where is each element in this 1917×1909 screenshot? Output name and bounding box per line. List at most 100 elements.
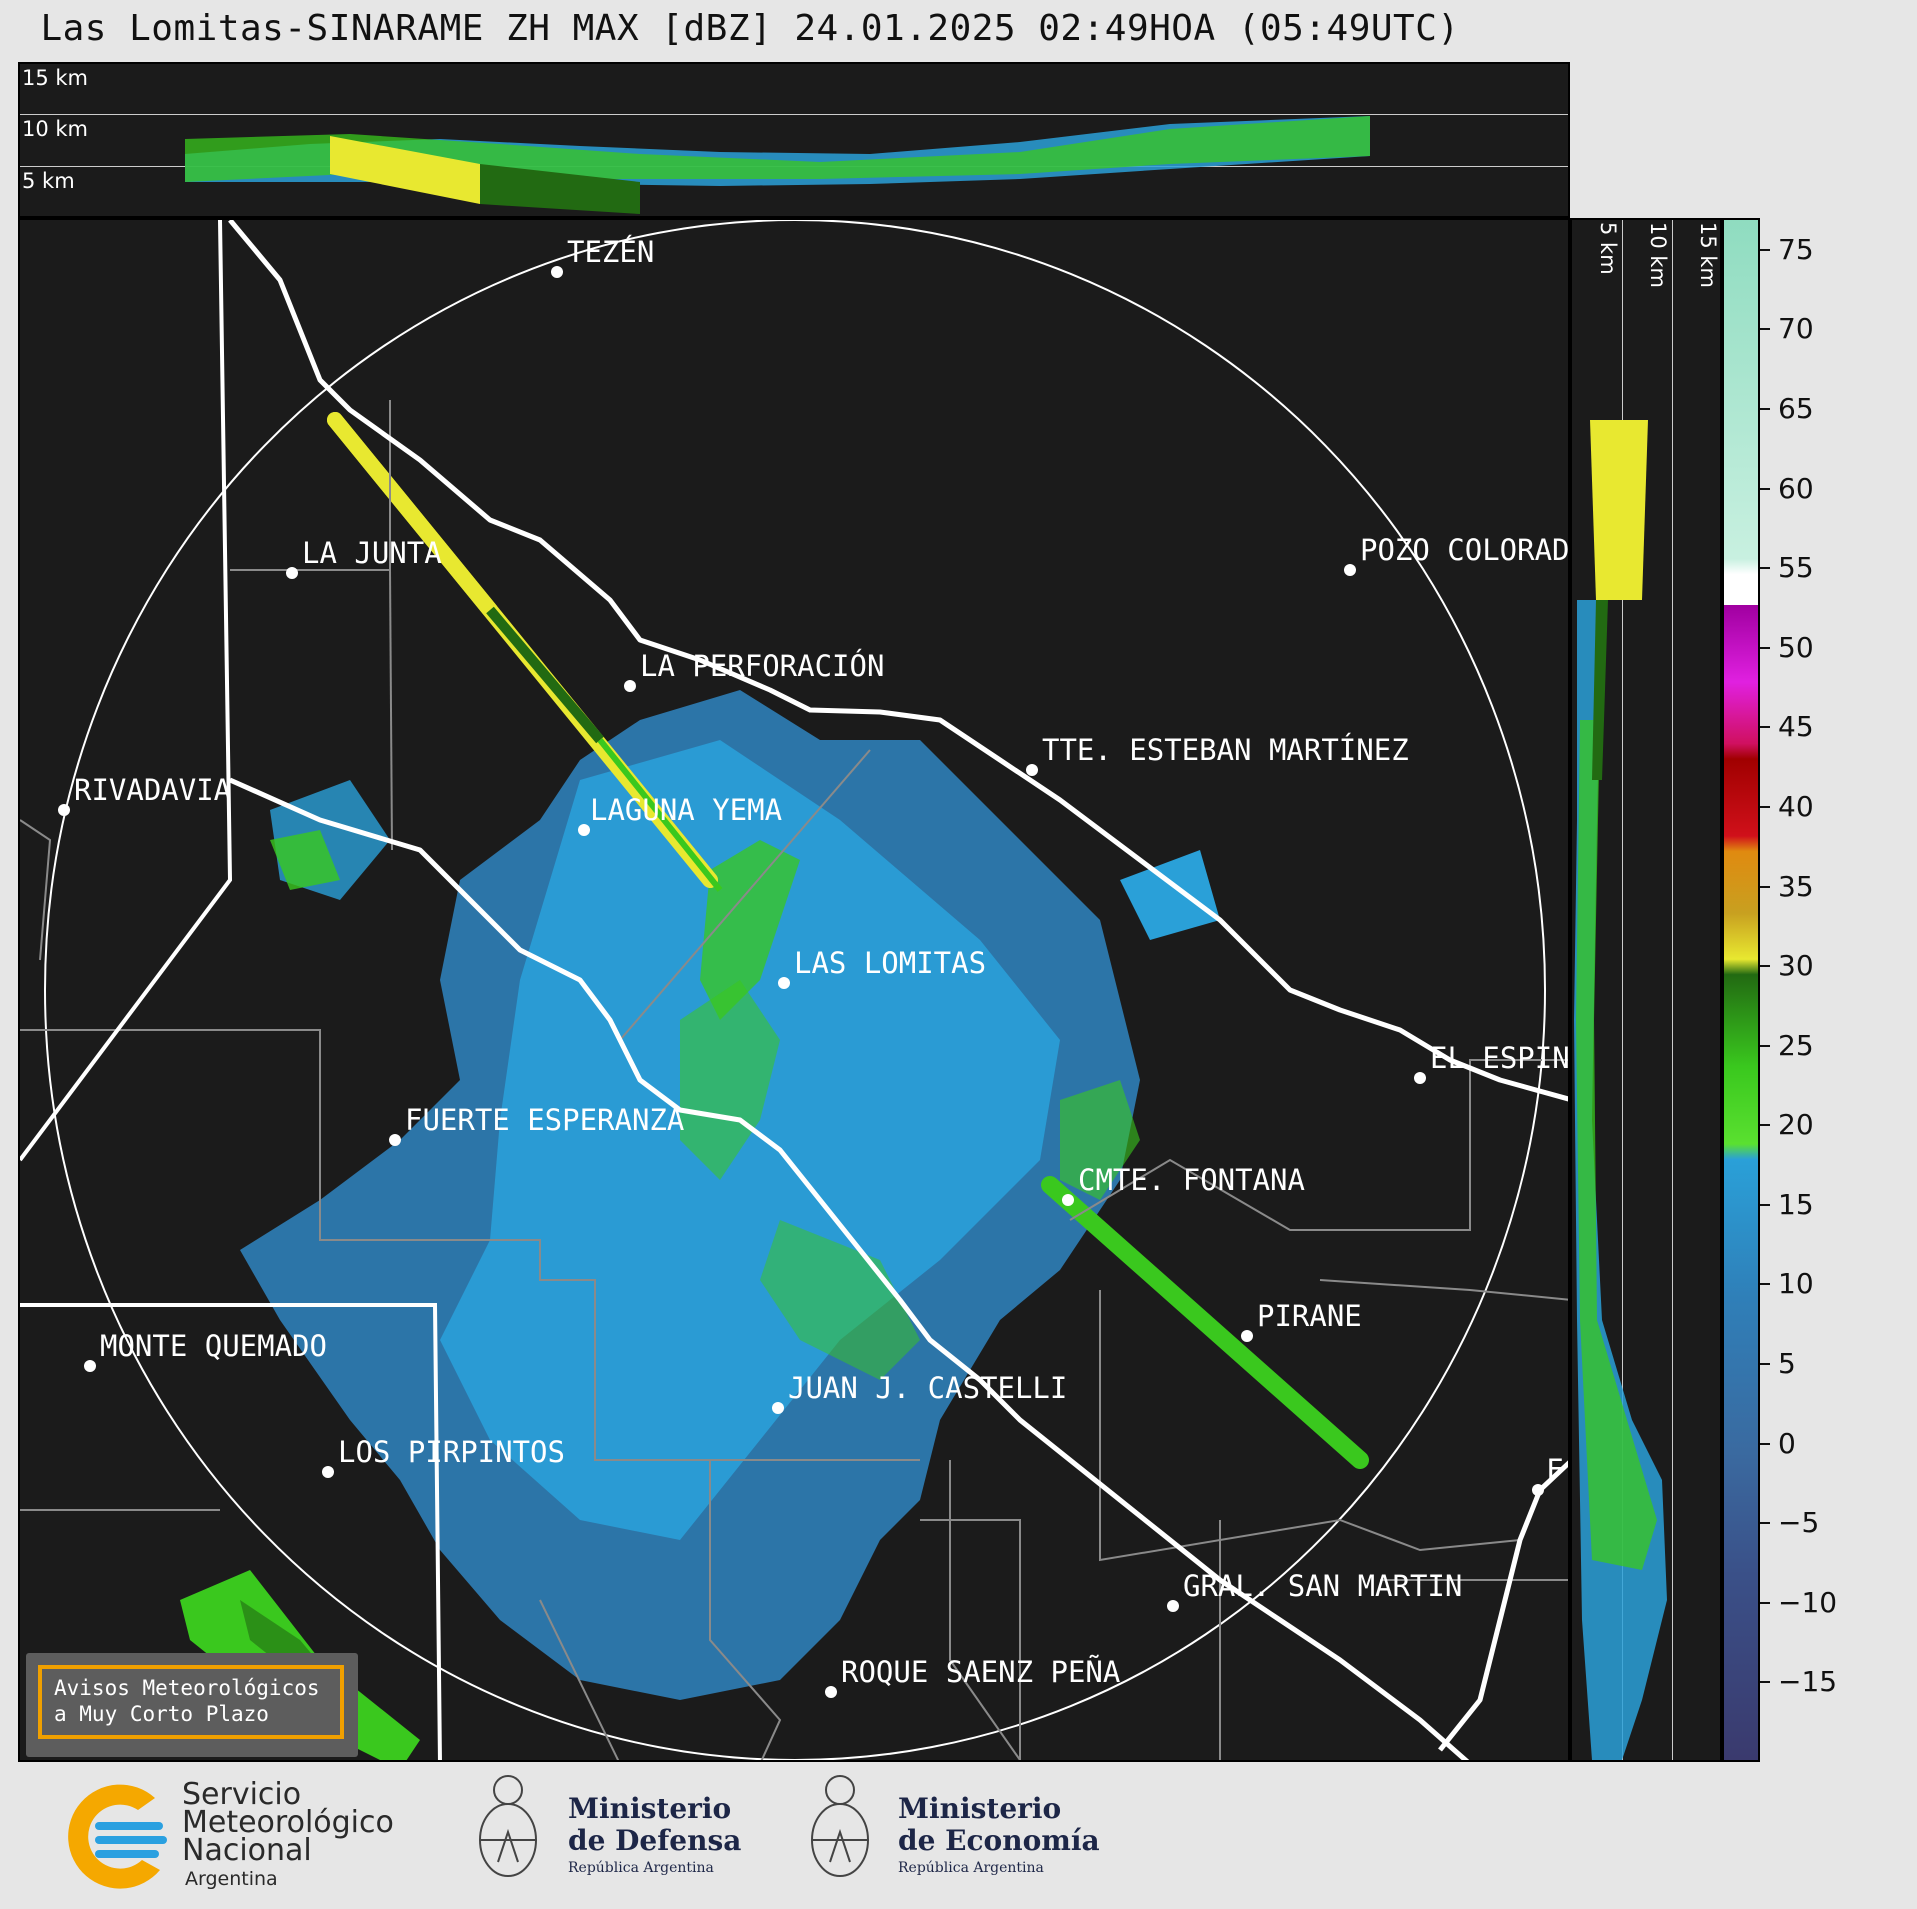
colorbar-tick-mark [1760,487,1770,490]
colorbar-tick-mark [1760,965,1770,968]
colorbar-tick-label: 45 [1778,710,1814,744]
colorbar-tick-mark [1760,646,1770,649]
coat-of-arms-icon [811,1775,869,1877]
river-bermejo [228,220,1568,1760]
map-canvas: TEZÉN LA JUNTA LA PERFORACIÓN POZO COLOR… [20,220,1570,1760]
smn-name-2: Meteorológico [182,1805,394,1840]
colorbar-tick-mark [1760,1124,1770,1127]
smn-name-1: Servicio [182,1777,302,1812]
colorbar-tick-mark [1760,1681,1770,1684]
province-boundaries [20,220,442,1760]
colorbar-tick-mark [1760,726,1770,729]
side-elevation-panel: 5 km 10 km 15 km [1570,218,1722,1762]
city-tezen: TEZÉN [567,235,654,269]
gridline-10km [1672,220,1673,1760]
smn-emblem-icon [68,1784,167,1889]
coat-of-arms-icon [479,1775,537,1877]
gridline-5km [1622,220,1623,1760]
top-elevation-panel: 15 km 10 km 5 km [18,62,1570,218]
gridline-10km [20,114,1568,115]
colorbar-tick-mark [1760,885,1770,888]
colorbar-tick-label: 40 [1778,789,1814,823]
side-echo-profile [1574,420,1667,1760]
colorbar-tick-mark [1760,248,1770,251]
city-las-lomitas: LAS LOMITAS [794,946,986,980]
city-la-junta: LA JUNTA [302,536,442,570]
colorbar-tick-label: 25 [1778,1028,1814,1062]
colorbar-tick-label: −15 [1778,1665,1838,1699]
level-label: 10 km [1646,222,1670,289]
economia-logo: Ministerio de Economía República Argenti… [800,1762,1100,1902]
reflectivity-echo [180,690,1220,1760]
colorbar-tick-mark [1760,567,1770,570]
city-formosa: F [1546,1453,1563,1487]
level-label: 5 km [22,169,75,193]
radar-map[interactable]: TEZÉN LA JUNTA LA PERFORACIÓN POZO COLOR… [18,218,1570,1762]
range-ring [44,220,1546,1760]
colorbar-tick-label: 10 [1778,1267,1814,1301]
city-pozo-colorado: POZO COLORAD [1360,533,1570,567]
map-title: Las Lomitas-SINARAME ZH MAX [dBZ] 24.01.… [40,8,1460,49]
defensa-country: República Argentina [568,1860,714,1876]
colorbar-tick-mark [1760,1203,1770,1206]
defensa-title-1: Ministerio [568,1792,732,1825]
colorbar-tick-label: 75 [1778,232,1814,266]
level-label: 15 km [1696,222,1720,289]
city-los-pirpintos: LOS PIRPINTOS [338,1435,565,1469]
defensa-logo: Ministerio de Defensa República Argentin… [468,1762,768,1902]
colorbar-tick-label: 30 [1778,949,1814,983]
aviso-line-2: a Muy Corto Plazo [54,1702,269,1726]
aviso-frame[interactable]: Avisos Meteorológicos a Muy Corto Plazo [38,1665,344,1739]
city-markers [58,266,1544,1698]
city-fuerte-esperanza: FUERTE ESPERANZA [405,1103,684,1137]
colorbar-tick-label: 70 [1778,312,1814,346]
aviso-line-1: Avisos Meteorológicos [54,1676,320,1700]
smn-name-4: Argentina [185,1868,278,1890]
level-label: 10 km [22,117,89,141]
colorbar-tick-label: 60 [1778,471,1814,505]
colorbar-tick-mark [1760,1522,1770,1525]
colorbar-tick-mark [1760,1442,1770,1445]
department-boundaries [20,400,1568,1760]
city-monte-quemado: MONTE QUEMADO [100,1329,327,1363]
defensa-title-2: de Defensa [568,1824,742,1857]
dbz-colorbar [1722,218,1760,1762]
city-juan-j-castelli: JUAN J. CASTELLI [788,1371,1067,1405]
colorbar-tick-label: 65 [1778,392,1814,425]
colorbar-tick-label: 20 [1778,1108,1814,1142]
city-roque-saenz-pena: ROQUE SAENZ PEÑA [841,1655,1120,1689]
colorbar-tick-mark [1760,1044,1770,1047]
colorbar-tick-mark [1760,408,1770,410]
smn-logo: Servicio Meteorológico Nacional Argentin… [50,1780,420,1890]
city-tte-esteban-martinez: TTE. ESTEBAN MARTÍNEZ [1042,733,1409,767]
economia-country: República Argentina [898,1860,1044,1876]
colorbar-tick-mark [1760,805,1770,808]
spike-green [1041,1176,1369,1469]
aviso-button[interactable]: Avisos Meteorológicos a Muy Corto Plazo [26,1653,358,1757]
colorbar-tick-label: 55 [1778,551,1814,585]
level-label: 5 km [1596,222,1620,275]
colorbar-tick-mark [1760,1601,1770,1604]
level-label: 15 km [22,66,89,90]
colorbar-tick-mark [1760,328,1770,331]
smn-name-3: Nacional [182,1833,312,1868]
city-laguna-yema: LAGUNA YEMA [590,793,782,827]
city-el-espinillo: EL ESPIN [1430,1041,1570,1075]
colorbar-tick-label: 15 [1778,1187,1814,1221]
city-cmte-fontana: CMTE. FONTANA [1078,1163,1305,1197]
city-labels: TEZÉN LA JUNTA LA PERFORACIÓN POZO COLOR… [74,235,1570,1689]
colorbar-tick-label: 0 [1778,1426,1796,1460]
colorbar-tick-label: 5 [1778,1347,1796,1381]
colorbar-tick-label: −10 [1778,1585,1838,1619]
colorbar-tick-label: 35 [1778,869,1814,903]
economia-title-1: Ministerio [898,1792,1062,1825]
city-rivadavia: RIVADAVIA [74,773,231,807]
colorbar-tick-label: 50 [1778,630,1814,664]
colorbar-tick-mark [1760,1283,1770,1286]
city-la-perforacion: LA PERFORACIÓN [640,649,884,683]
economia-title-2: de Economía [898,1824,1100,1857]
colorbar-tick-label: −5 [1778,1506,1820,1540]
city-pirane: PIRANE [1257,1299,1362,1333]
city-gral-san-martin: GRAL. SAN MARTIN [1183,1569,1462,1603]
colorbar-tick-mark [1760,1363,1770,1366]
